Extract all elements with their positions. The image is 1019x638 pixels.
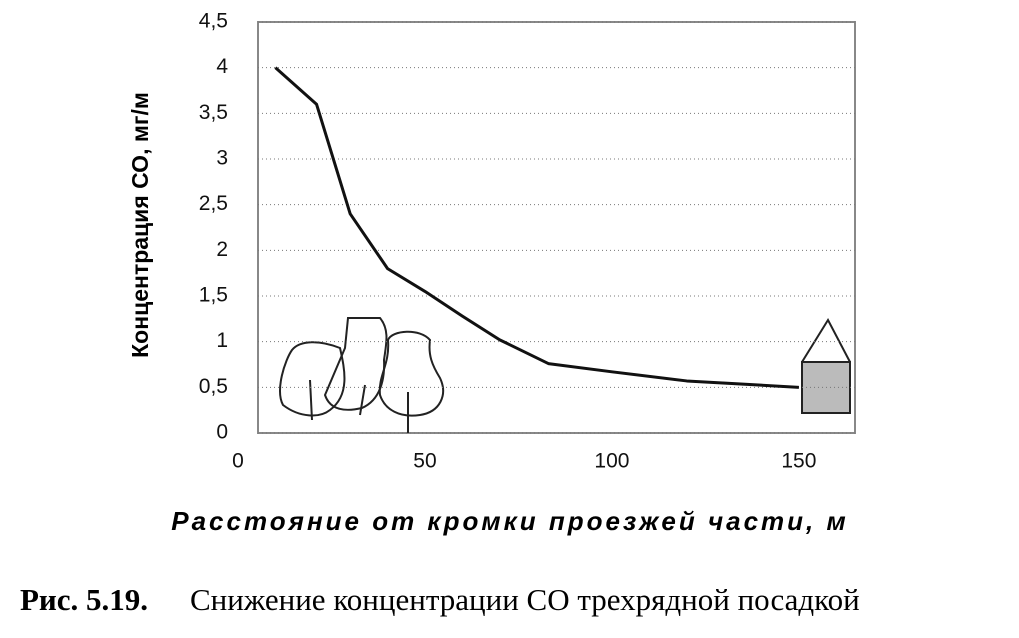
x-tick-label: 150 bbox=[781, 450, 816, 473]
caption: Снижение концентрации СО трехрядной поса… bbox=[190, 582, 860, 617]
house-illustration bbox=[801, 317, 851, 414]
y-tick-label: 2,5 bbox=[199, 192, 228, 215]
y-tick-label: 0,5 bbox=[199, 375, 228, 398]
y-tick-label: 2 bbox=[216, 238, 228, 261]
x-tick-label: 0 bbox=[232, 450, 244, 473]
caption-number: Рис. 5.19. bbox=[20, 582, 148, 617]
y-tick-label: 4,5 bbox=[199, 10, 228, 33]
y-tick-label: 1,5 bbox=[199, 284, 228, 307]
trees-illustration bbox=[279, 317, 445, 433]
y-tick-label: 4 bbox=[216, 55, 228, 78]
x-tick-label: 50 bbox=[413, 450, 436, 473]
x-tick-label: 100 bbox=[594, 450, 629, 473]
y-tick-label: 1 bbox=[216, 329, 228, 352]
y-tick-label: 0 bbox=[216, 421, 228, 444]
data-line bbox=[274, 66, 799, 389]
y-tick-label: 3 bbox=[216, 147, 228, 170]
y-axis-label: Концентрация СО, мг/м bbox=[127, 92, 153, 358]
x-axis-label: Расстояние от кромки проезжей части, м bbox=[171, 506, 848, 536]
plot-frame bbox=[257, 21, 856, 434]
y-tick-label: 3,5 bbox=[199, 101, 228, 124]
